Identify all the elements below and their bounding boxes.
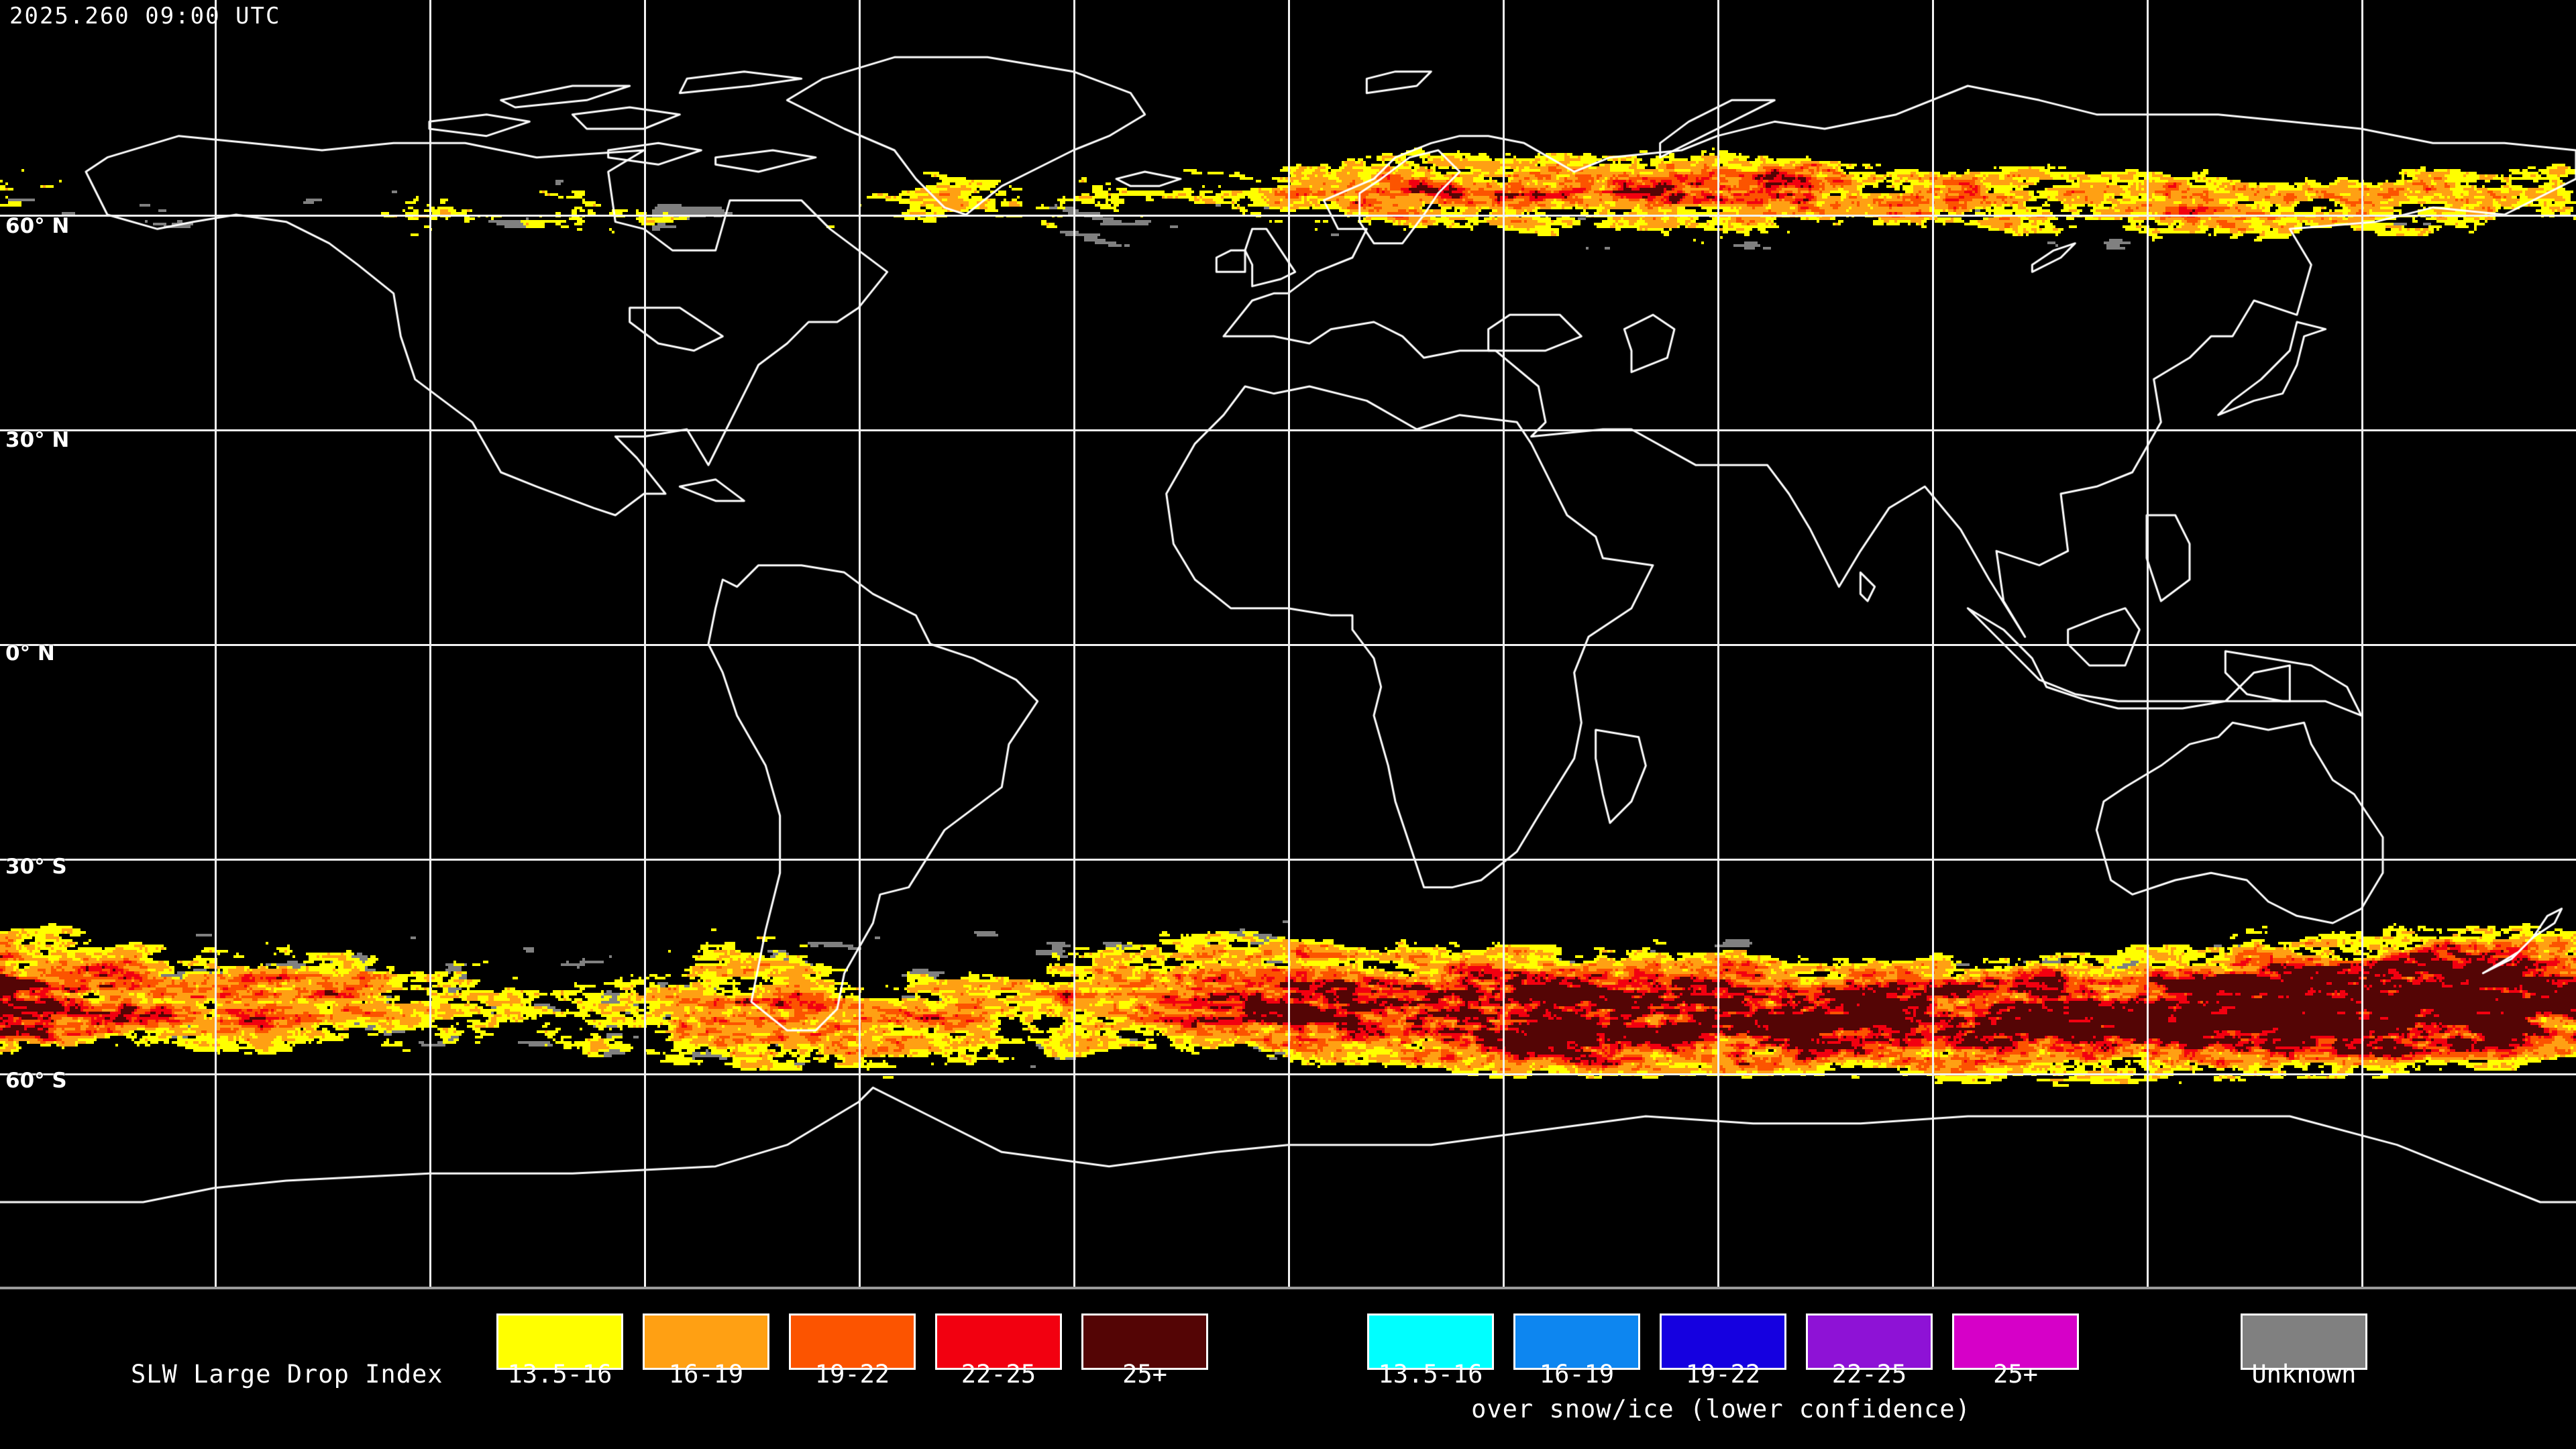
legend-swatch-primary-0[interactable] — [496, 1313, 623, 1370]
legend-label-snowice-4: 25+ — [1993, 1360, 2038, 1389]
legend-label-primary-4: 25+ — [1122, 1360, 1167, 1389]
legend-label-primary-3: 22-25 — [961, 1360, 1036, 1389]
unknown-legend-label: Unknown — [2251, 1360, 2357, 1389]
legend-label-primary-1: 16-19 — [668, 1360, 744, 1389]
legend-swatch-primary-1[interactable] — [643, 1313, 769, 1370]
legend-swatch-primary-3[interactable] — [935, 1313, 1062, 1370]
timestamp-label: 2025.260 09:00 UTC — [9, 3, 281, 30]
lat-label-1: 30° N — [5, 428, 70, 452]
legend-swatch-snowice-4[interactable] — [1952, 1313, 2079, 1370]
legend-swatch-snowice-3[interactable] — [1806, 1313, 1933, 1370]
legend-label-snowice-0: 13.5-16 — [1378, 1360, 1483, 1389]
lat-label-3: 30° S — [5, 855, 67, 879]
legend-bar — [0, 1289, 2576, 1449]
snow-ice-note: over snow/ice (lower confidence) — [1471, 1395, 1971, 1424]
legend-swatch-snowice-0[interactable] — [1367, 1313, 1494, 1370]
legend-swatch-primary-2[interactable] — [789, 1313, 916, 1370]
legend-label-primary-2: 19-22 — [814, 1360, 890, 1389]
legend-label-snowice-2: 19-22 — [1685, 1360, 1761, 1389]
legend-label-snowice-1: 16-19 — [1539, 1360, 1615, 1389]
legend-title: SLW Large Drop Index — [131, 1360, 443, 1389]
legend-label-primary-0: 13.5-16 — [507, 1360, 612, 1389]
lat-label-4: 60° S — [5, 1069, 67, 1093]
legend-swatch-primary-4[interactable] — [1081, 1313, 1208, 1370]
map-bottom-border — [0, 1287, 2576, 1289]
legend-swatch-snowice-1[interactable] — [1513, 1313, 1640, 1370]
lat-label-0: 60° N — [5, 214, 70, 238]
lat-label-2: 0° N — [5, 641, 55, 665]
legend-swatch-snowice-2[interactable] — [1660, 1313, 1786, 1370]
legend-label-snowice-3: 22-25 — [1831, 1360, 1907, 1389]
coastline-overlay — [0, 0, 2576, 1288]
map-area[interactable]: 2025.260 09:00 UTC 60° N 30° N 0° N 30° S 60… — [0, 0, 2576, 1288]
legend-swatch-unknown[interactable] — [2241, 1313, 2367, 1370]
